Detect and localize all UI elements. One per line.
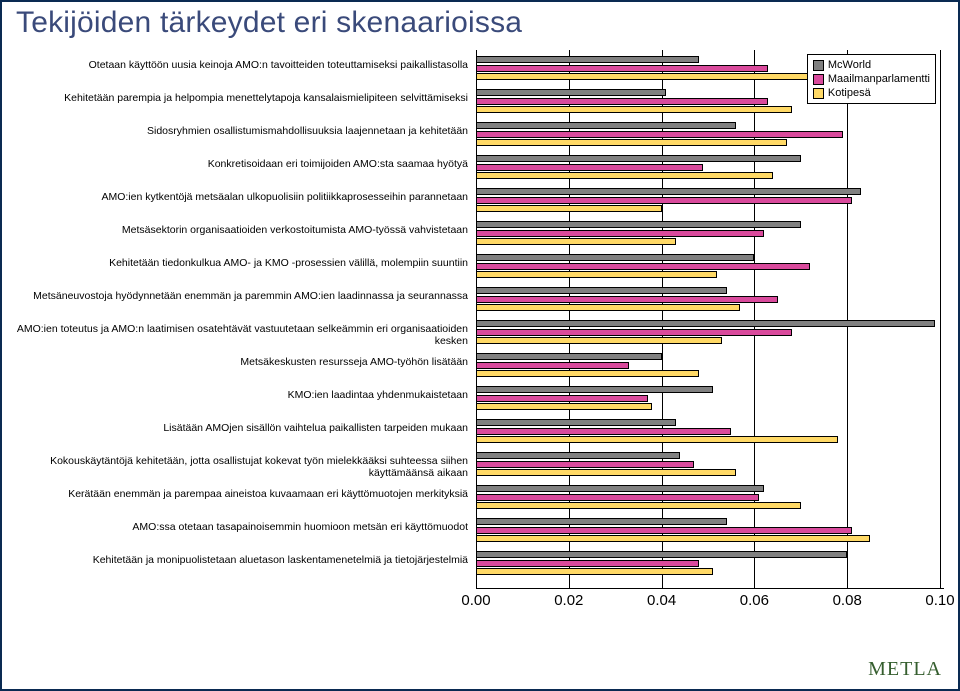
- bar: [476, 164, 703, 171]
- bar: [476, 494, 759, 501]
- bar: [476, 296, 778, 303]
- bar: [476, 263, 810, 270]
- x-tick-label: 0.08: [833, 592, 862, 609]
- category-label: Kehitetään parempia ja helpompia menette…: [16, 92, 468, 104]
- bar: [476, 485, 764, 492]
- y-axis-labels: Otetaan käyttöön uusia keinoja AMO:n tav…: [16, 50, 472, 645]
- bar: [476, 353, 662, 360]
- legend-label: Maailmanparlamentti: [828, 72, 930, 86]
- legend-item: McWorld: [813, 58, 930, 72]
- bar: [476, 131, 843, 138]
- bar: [476, 221, 801, 228]
- bar: [476, 395, 648, 402]
- bar: [476, 568, 713, 575]
- bar: [476, 122, 736, 129]
- bar: [476, 230, 764, 237]
- bar: [476, 89, 666, 96]
- slide: Tekijöiden tärkeydet eri skenaarioissa O…: [0, 0, 960, 691]
- x-tick-label: 0.06: [740, 592, 769, 609]
- logo: METLA: [868, 658, 942, 681]
- category-label: Sidosryhmien osallistumismahdollisuuksia…: [16, 125, 468, 137]
- legend-item: Maailmanparlamentti: [813, 72, 930, 86]
- bar: [476, 386, 713, 393]
- bar: [476, 254, 754, 261]
- category-label: Kerätään enemmän ja parempaa aineistoa k…: [16, 488, 468, 500]
- bar: [476, 370, 699, 377]
- legend-label: McWorld: [828, 58, 871, 72]
- legend: McWorldMaailmanparlamenttiKotipesä: [807, 54, 936, 104]
- legend-swatch: [813, 60, 824, 71]
- page-title: Tekijöiden tärkeydet eri skenaarioissa: [16, 6, 522, 40]
- category-label: Kehitetään tiedonkulkua AMO- ja KMO -pro…: [16, 257, 468, 269]
- bar: [476, 238, 676, 245]
- bar: [476, 461, 694, 468]
- legend-item: Kotipesä: [813, 86, 930, 100]
- bar: [476, 155, 801, 162]
- bar: [476, 535, 870, 542]
- bar: [476, 452, 680, 459]
- bar: [476, 188, 861, 195]
- bar: [476, 98, 768, 105]
- category-label: Metsäneuvostoja hyödynnetään enemmän ja …: [16, 290, 468, 302]
- x-tick-label: 0.02: [554, 592, 583, 609]
- bar: [476, 518, 727, 525]
- bar: [476, 205, 662, 212]
- bar: [476, 469, 736, 476]
- bar: [476, 362, 629, 369]
- category-label: AMO:ien kytkentöjä metsäalan ulkopuolisi…: [16, 191, 468, 203]
- bar: [476, 560, 699, 567]
- bar: [476, 139, 787, 146]
- legend-swatch: [813, 88, 824, 99]
- category-label: Otetaan käyttöön uusia keinoja AMO:n tav…: [16, 59, 468, 71]
- x-tick-label: 0.00: [461, 592, 490, 609]
- category-label: Lisätään AMOjen sisällön vaihtelua paika…: [16, 422, 468, 434]
- bar: [476, 337, 722, 344]
- x-tick-label: 0.04: [647, 592, 676, 609]
- bar: [476, 271, 717, 278]
- bar: [476, 551, 847, 558]
- bar: [476, 65, 768, 72]
- legend-swatch: [813, 74, 824, 85]
- bar: [476, 403, 652, 410]
- plot-area: 0.000.020.040.060.080.10McWorldMaailmanp…: [476, 50, 944, 610]
- bar: [476, 304, 740, 311]
- bar: [476, 502, 801, 509]
- category-label: AMO:ssa otetaan tasapainoisemmin huomioo…: [16, 521, 468, 533]
- bar: [476, 419, 676, 426]
- bar: [476, 320, 935, 327]
- chart-area: Otetaan käyttöön uusia keinoja AMO:n tav…: [16, 50, 944, 645]
- category-label: Metsäsektorin organisaatioiden verkostoi…: [16, 224, 468, 236]
- bar: [476, 436, 838, 443]
- x-tick-label: 0.10: [925, 592, 954, 609]
- category-label: AMO:ien toteutus ja AMO:n laatimisen osa…: [16, 323, 468, 347]
- bar: [476, 56, 699, 63]
- bar: [476, 527, 852, 534]
- bar: [476, 329, 792, 336]
- category-label: Konkretisoidaan eri toimijoiden AMO:sta …: [16, 158, 468, 170]
- bar: [476, 287, 727, 294]
- bar: [476, 428, 731, 435]
- category-label: Kehitetään ja monipuolistetaan aluetason…: [16, 554, 468, 566]
- category-label: Kokouskäytäntöjä kehitetään, jotta osall…: [16, 455, 468, 479]
- bar: [476, 106, 792, 113]
- bar: [476, 197, 852, 204]
- legend-label: Kotipesä: [828, 86, 871, 100]
- category-label: Metsäkeskusten resursseja AMO-työhön lis…: [16, 356, 468, 368]
- category-label: KMO:ien laadintaa yhdenmukaistetaan: [16, 389, 468, 401]
- bar: [476, 172, 773, 179]
